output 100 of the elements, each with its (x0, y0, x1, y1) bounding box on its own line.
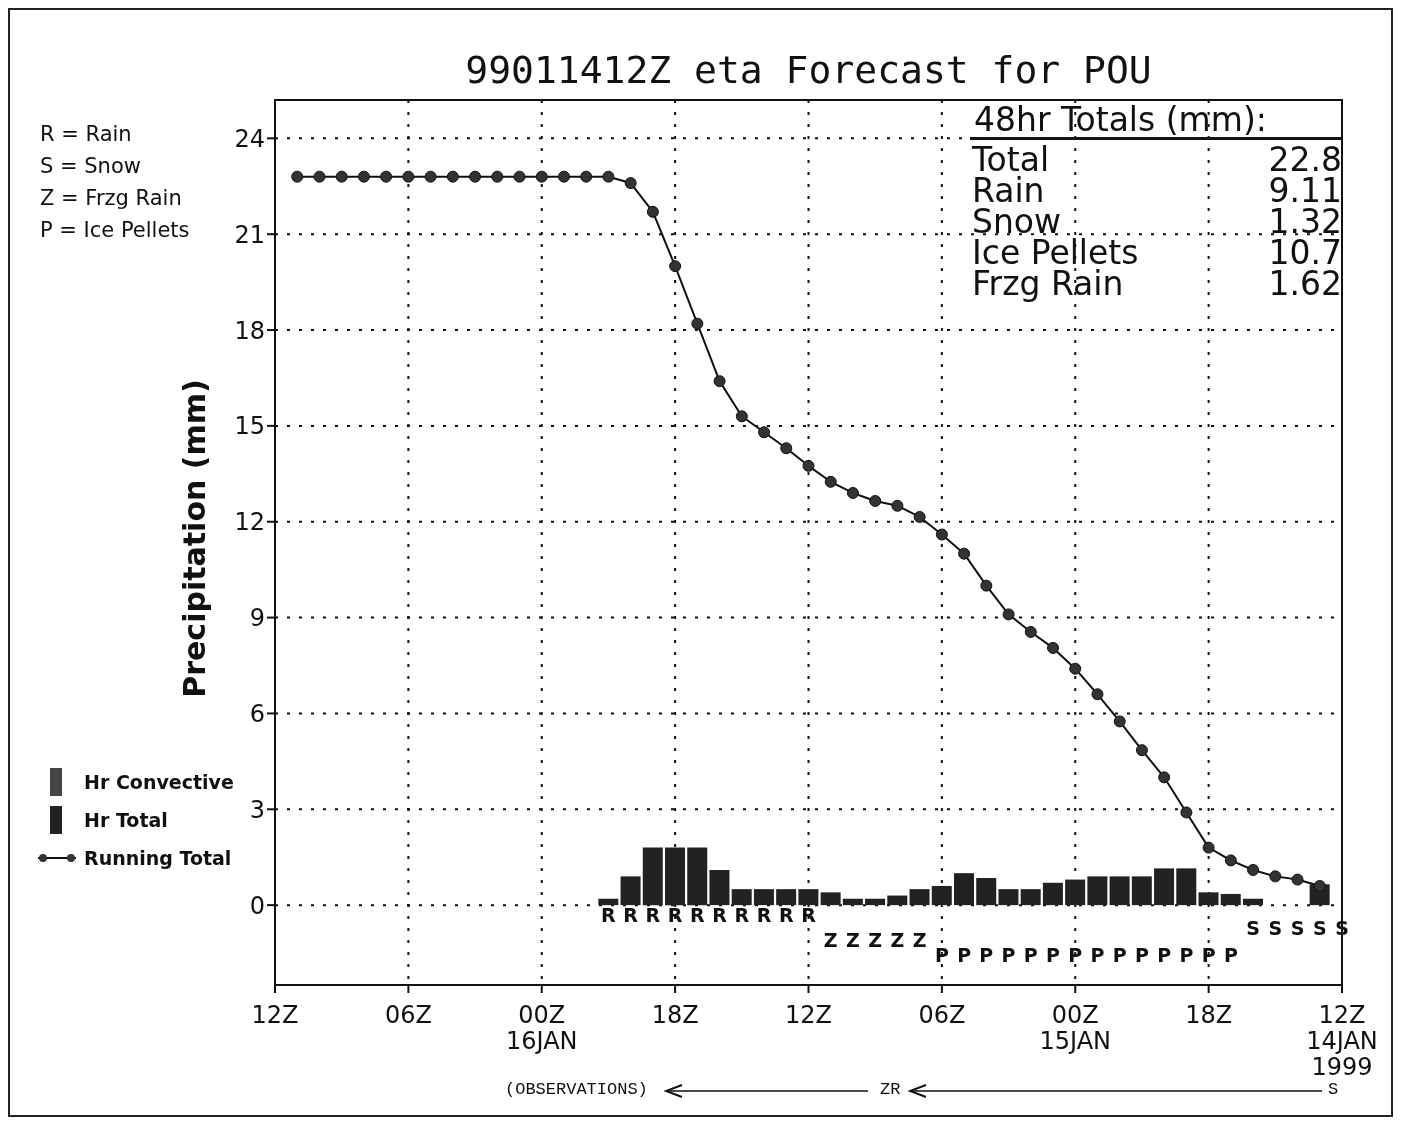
bar (665, 847, 686, 906)
point (424, 170, 437, 183)
point (646, 205, 659, 218)
text: P = Ice Pellets (40, 217, 190, 244)
x-tick-label: 12Z 14JAN 1999 (1306, 1001, 1378, 1081)
point (580, 170, 593, 183)
text: S = Snow (40, 153, 142, 180)
point (1224, 854, 1237, 867)
point (335, 170, 348, 183)
bar (709, 869, 730, 906)
point (669, 260, 682, 273)
bar (1154, 868, 1175, 906)
data-label: P (1045, 944, 1061, 967)
point (1135, 744, 1148, 757)
point (491, 170, 504, 183)
point (958, 547, 971, 560)
data-label: S (1245, 917, 1261, 940)
bar (1220, 893, 1241, 906)
point (1158, 771, 1171, 784)
bar (1198, 892, 1219, 906)
data-label: P (1178, 944, 1195, 967)
bar (798, 889, 819, 906)
data-label: P (1022, 944, 1039, 967)
point (469, 170, 482, 183)
chart-title: 99011412Z eta Forecast for POU (464, 48, 1153, 92)
data-label: P (933, 944, 950, 967)
bar (931, 885, 952, 906)
data-label: Z (889, 929, 906, 952)
bar (820, 892, 841, 906)
bar (1131, 876, 1152, 906)
x-tick-label: 12Z (251, 1001, 299, 1029)
text: S (1328, 1080, 1339, 1099)
point (980, 579, 993, 592)
point (313, 170, 326, 183)
point (913, 510, 926, 523)
bar (687, 847, 708, 906)
y-tick-label: 9 (249, 604, 265, 633)
data-label: S (1289, 917, 1306, 940)
bar (1242, 898, 1263, 906)
bar (1020, 889, 1041, 906)
data-label: P (1222, 944, 1239, 967)
text: (OBSERVATIONS) (505, 1080, 648, 1099)
point (602, 170, 615, 183)
point (1247, 863, 1260, 876)
point (624, 177, 637, 190)
data-label: P (1111, 944, 1128, 967)
point (1091, 688, 1104, 701)
point (1069, 662, 1082, 675)
data-label: P (1200, 944, 1217, 967)
y-tick-label: 18 (234, 316, 265, 345)
bar (887, 895, 908, 906)
point (402, 170, 415, 183)
point (735, 410, 748, 423)
data-label: P (1156, 944, 1173, 967)
point (357, 170, 370, 183)
legend-label: Hr Total (84, 809, 168, 831)
point (824, 475, 837, 488)
data-label: P (956, 944, 973, 967)
data-label: R (689, 904, 706, 927)
data-label: Z (867, 929, 884, 952)
bar (1087, 876, 1108, 906)
x-tick-label: 18Z (1185, 1001, 1233, 1029)
bar (865, 898, 886, 906)
data-label: Z (822, 929, 839, 952)
bar (598, 898, 619, 906)
y-tick-label: 6 (249, 699, 265, 728)
data-label: R (777, 904, 795, 927)
text: ZR (880, 1080, 901, 1099)
text: Z = Frzg Rain (40, 185, 183, 212)
bar (1065, 879, 1086, 906)
bar (731, 889, 752, 906)
data-label: P (1000, 944, 1017, 967)
annotation: 48hr Totals (mm): (973, 100, 1268, 140)
point (1269, 870, 1282, 883)
point (1180, 806, 1193, 819)
point (935, 528, 948, 541)
data-label: R (666, 904, 684, 927)
data-label: R (711, 904, 728, 927)
data-label: R (755, 904, 773, 927)
data-label: Z (845, 929, 861, 952)
data-label: P (978, 944, 995, 967)
x-tick-label: 12Z (785, 1001, 832, 1029)
bar (909, 889, 930, 906)
bar (776, 889, 797, 906)
point (1113, 715, 1126, 728)
data-label: R (733, 904, 751, 927)
point (891, 499, 904, 512)
point (380, 170, 393, 183)
point (557, 170, 570, 183)
y-tick-label: 12 (234, 508, 265, 537)
y-axis-title: Precipitation (mm) (176, 377, 212, 700)
point (846, 486, 859, 499)
point (869, 494, 882, 507)
bar (1109, 876, 1130, 906)
data-label: P (1067, 944, 1084, 967)
x-tick-label: 18Z (651, 1001, 699, 1029)
point (780, 442, 793, 455)
point (691, 317, 704, 330)
point (535, 170, 548, 183)
point (1313, 879, 1326, 892)
